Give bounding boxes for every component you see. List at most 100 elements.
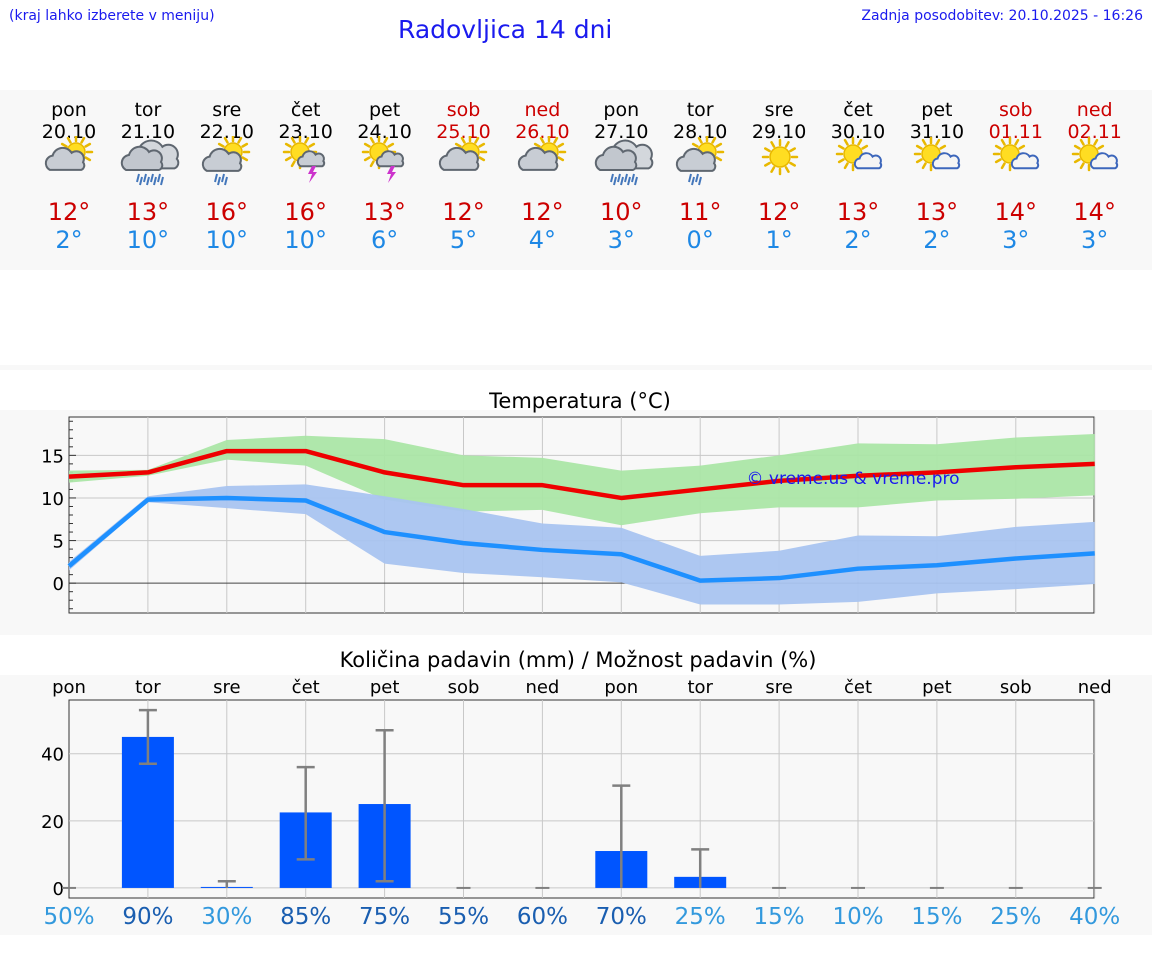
divider — [0, 365, 1152, 370]
day-date: 31.10 — [909, 121, 965, 143]
chart-title: Temperatura (°C) — [488, 389, 671, 413]
min-temp: 0° — [686, 226, 714, 254]
sun-small-cloud-icon — [993, 136, 1040, 172]
max-temp: 13° — [126, 198, 170, 226]
sun-small-cloud-icon — [835, 136, 882, 172]
location-hint: (kraj lahko izberete v meniju) — [9, 8, 215, 24]
precip-probability: 15% — [911, 904, 963, 930]
max-temp: 16° — [205, 198, 249, 226]
max-temp: 14° — [994, 198, 1038, 226]
precipitation-chart: Količina padavin (mm) / Možnost padavin … — [41, 648, 1112, 900]
x-category-label: tor — [135, 677, 161, 698]
max-temp: 12° — [757, 198, 801, 226]
x-category-label: pet — [370, 677, 400, 698]
day-name: sre — [764, 99, 794, 121]
sun-cloud-rain-icon — [202, 136, 251, 186]
x-category-label: sob — [1000, 677, 1032, 698]
min-temp: 3° — [1081, 226, 1109, 254]
x-category-label: sre — [213, 677, 240, 698]
min-temp: 3° — [1002, 226, 1030, 254]
day-name: sre — [212, 99, 242, 121]
min-temp: 4° — [528, 226, 557, 254]
sun-cloud-icon — [438, 136, 488, 171]
day-date: 02.11 — [1067, 121, 1122, 143]
min-temp: 10° — [205, 226, 249, 254]
precip-probability: 30% — [201, 904, 253, 930]
precip-probability: 40% — [1069, 904, 1121, 930]
x-category-label: pon — [52, 677, 86, 698]
chart-title: Količina padavin (mm) / Možnost padavin … — [340, 648, 817, 672]
y-tick-label: 0 — [53, 574, 64, 595]
min-temp: 2° — [844, 226, 872, 254]
sun-cloud-icon — [517, 136, 567, 171]
min-temp: 6° — [370, 226, 399, 254]
min-temp: 2° — [55, 226, 83, 254]
max-temp: 12° — [442, 198, 485, 226]
min-temp: 10° — [126, 226, 170, 254]
forecast-band — [0, 90, 1152, 270]
precip-probability: 70% — [595, 904, 647, 930]
day-name: čet — [290, 99, 321, 121]
precip-probability: 90% — [122, 904, 174, 930]
precip-probability: 10% — [832, 904, 884, 930]
sun-cloud-thunder-icon — [361, 136, 405, 183]
x-category-label: pon — [604, 677, 638, 698]
min-temp-line — [67, 495, 1095, 583]
y-tick-label: 15 — [41, 446, 64, 467]
precip-probability: 60% — [516, 904, 568, 930]
day-name: čet — [843, 99, 873, 121]
max-temp: 12° — [47, 198, 91, 226]
x-category-label: pet — [922, 677, 952, 698]
day-date: 27.10 — [594, 121, 649, 143]
y-tick-label: 10 — [41, 489, 64, 510]
day-name: pet — [921, 99, 953, 121]
x-category-label: sob — [448, 677, 480, 698]
day-name: pon — [51, 99, 87, 121]
precip-probability: 25% — [990, 904, 1042, 930]
max-temp: 14° — [1073, 198, 1116, 226]
min-temp: 3° — [607, 226, 635, 254]
day-name: tor — [686, 99, 714, 121]
max-temp: 13° — [363, 198, 406, 226]
day-date: 21.10 — [120, 121, 176, 143]
watermark: © vreme.us & vreme.pro — [746, 469, 959, 489]
min-temp: 5° — [449, 226, 478, 254]
sun-cloud-rain-icon — [675, 136, 724, 186]
min-temp-range — [69, 484, 1095, 605]
y-tick-label: 20 — [41, 812, 64, 833]
x-category-label: ned — [525, 677, 559, 698]
max-temp: 12° — [521, 198, 564, 226]
y-tick-label: 5 — [53, 532, 64, 553]
x-category-label: čet — [292, 677, 320, 698]
day-name: sob — [999, 99, 1033, 121]
sun-cloud-icon — [44, 136, 93, 171]
sun-small-cloud-icon — [1071, 136, 1119, 172]
min-temp: 2° — [923, 226, 951, 254]
x-category-label: sre — [765, 677, 792, 698]
precip-probability: 50% — [43, 904, 95, 930]
min-temp: 10° — [284, 226, 327, 254]
day-name: sob — [446, 99, 481, 121]
sun-cloud-thunder-icon — [282, 136, 326, 183]
max-temp: 10° — [600, 198, 643, 226]
day-name: pon — [603, 99, 640, 121]
precip-probability: 85% — [280, 904, 332, 930]
precip-probability: 15% — [753, 904, 805, 930]
precip-probability: 25% — [674, 904, 726, 930]
max-temp: 13° — [836, 198, 880, 226]
x-category-label: čet — [844, 677, 872, 698]
day-name: ned — [1076, 99, 1113, 121]
max-temp: 11° — [678, 198, 722, 226]
temperature-chart: Temperatura (°C) 0 5 10 15 © vreme.us & vreme… — [41, 389, 1096, 614]
max-temp-line — [68, 448, 1095, 501]
precip-probability: 75% — [359, 904, 411, 930]
day-name: ned — [524, 99, 561, 121]
day-name: pet — [368, 99, 401, 121]
sun-icon — [761, 138, 798, 176]
plot-area — [68, 699, 1095, 899]
x-category-label: ned — [1078, 677, 1112, 698]
last-update: Zadnja posodobitev: 20.10.2025 - 16:26 — [861, 8, 1143, 24]
y-tick-label: 0 — [53, 879, 64, 900]
day-name: tor — [134, 99, 162, 121]
page-title: Radovljica 14 dni — [398, 15, 613, 44]
